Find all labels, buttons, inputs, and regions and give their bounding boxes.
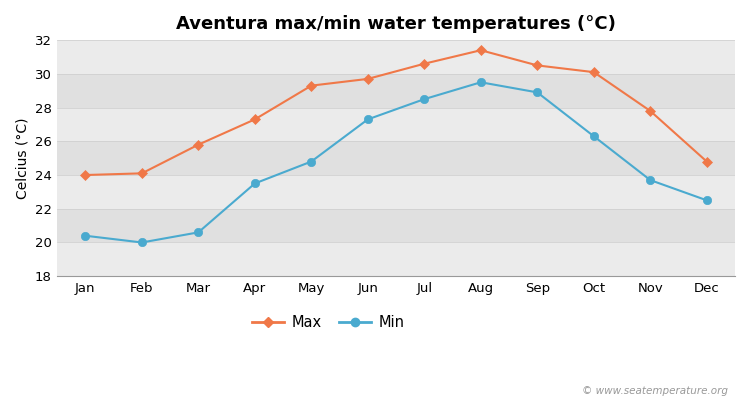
Min — [590, 134, 598, 139]
Max — [81, 173, 90, 178]
Max — [363, 76, 372, 81]
Max — [251, 117, 260, 122]
Min — [702, 198, 711, 203]
Min — [307, 159, 316, 164]
Max — [307, 83, 316, 88]
Legend: Max, Min: Max, Min — [252, 315, 404, 330]
Min — [363, 117, 372, 122]
Max — [194, 142, 202, 147]
Bar — [57, 74, 735, 108]
Bar — [57, 242, 735, 276]
Max — [646, 108, 655, 113]
Min — [81, 233, 90, 238]
Bar — [57, 175, 735, 209]
Line: Min: Min — [81, 78, 711, 247]
Min — [420, 97, 429, 102]
Bar — [57, 141, 735, 175]
Min — [137, 240, 146, 245]
Bar — [57, 40, 735, 74]
Max — [702, 159, 711, 164]
Bar — [57, 209, 735, 242]
Max — [532, 63, 542, 68]
Min — [476, 80, 485, 85]
Max — [476, 48, 485, 53]
Min — [251, 181, 260, 186]
Max — [137, 171, 146, 176]
Text: © www.seatemperature.org: © www.seatemperature.org — [581, 386, 728, 396]
Title: Aventura max/min water temperatures (°C): Aventura max/min water temperatures (°C) — [176, 15, 616, 33]
Max — [420, 61, 429, 66]
Line: Max: Max — [82, 47, 710, 178]
Min — [646, 178, 655, 182]
Max — [590, 70, 598, 74]
Min — [532, 90, 542, 95]
Min — [194, 230, 202, 235]
Y-axis label: Celcius (°C): Celcius (°C) — [15, 118, 29, 199]
Bar — [57, 108, 735, 141]
